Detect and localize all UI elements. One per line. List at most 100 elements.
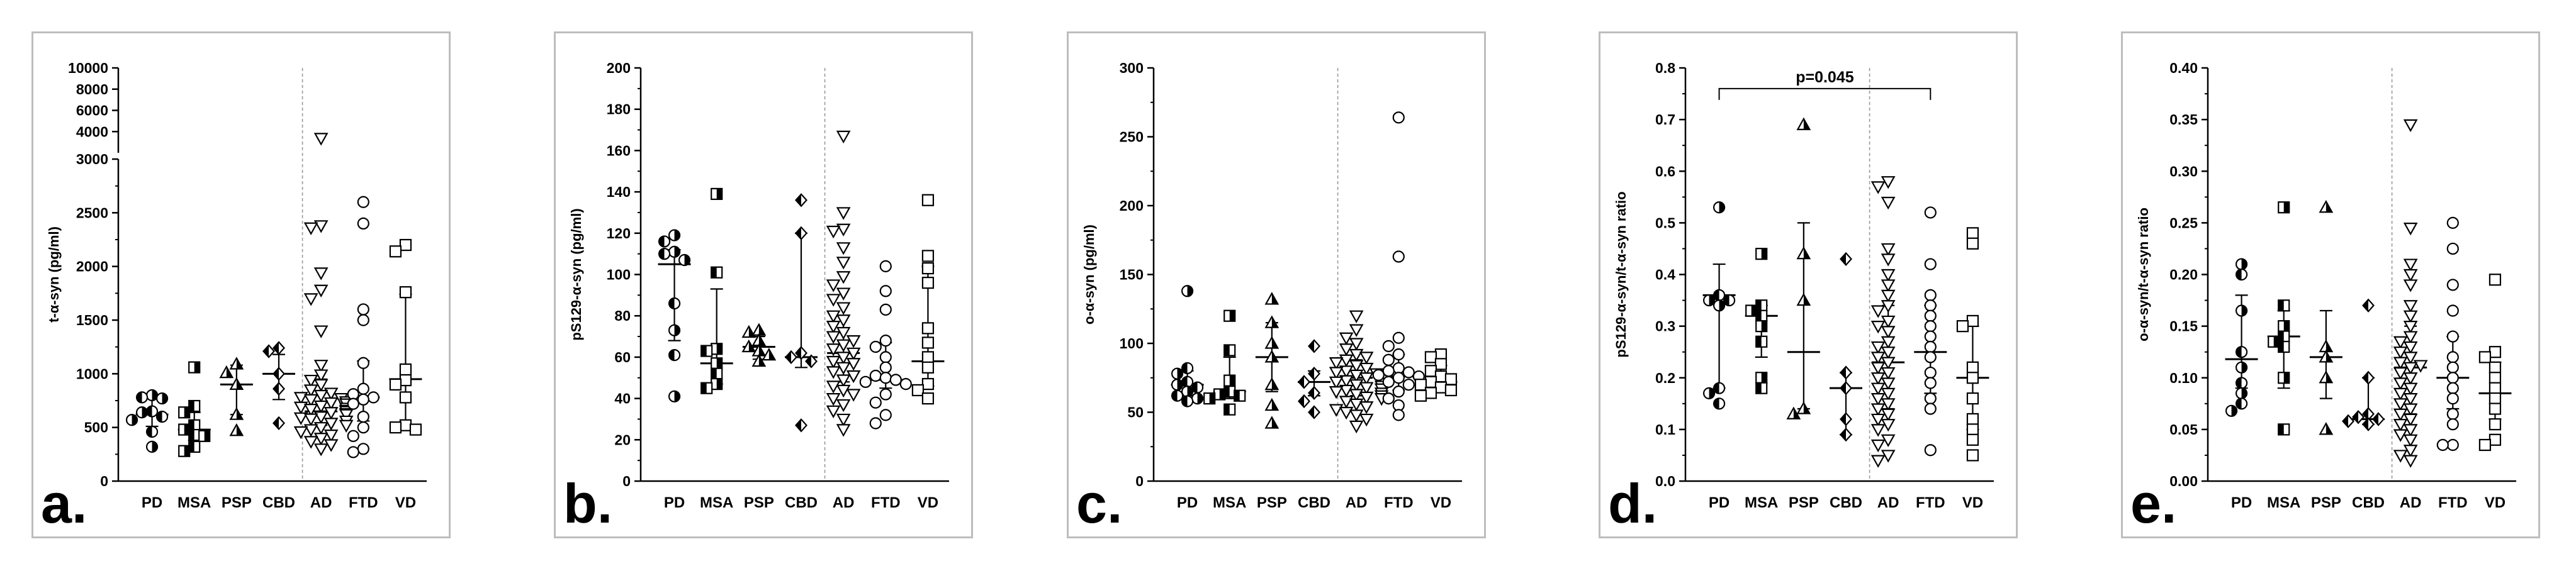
data-point [836,413,851,427]
data-point [1359,352,1374,365]
data-point [2403,393,2418,406]
x-category-label: FTD [349,494,378,511]
data-point-fill [2326,423,2332,435]
panel-b: 0 20 40 60 80 100 120 140 160 180 200 pS129-α-syn (… [554,31,973,538]
data-point [293,392,308,405]
data-point [2393,387,2408,401]
data-point [313,369,329,382]
data-point [2446,330,2459,343]
data-point [879,260,892,272]
data-point [1881,387,1896,401]
y-tick-label: 0.8 [1655,60,1675,76]
data-point-fill [1219,389,1225,400]
data-point-fill [1803,402,1810,414]
data-point [921,378,935,391]
data-point-fill [273,367,279,380]
data-point-fill [2241,305,2247,316]
chart-e: 0.00 0.05 0.10 0.15 0.20 0.25 0.30 0.35 0.40 o-α-… [2135,60,2516,511]
data-point [921,392,935,405]
data-point [869,369,882,382]
x-category-label: VD [2485,494,2506,511]
data-point [2489,433,2502,446]
data-point-fill [659,248,665,260]
data-point [1966,227,1979,240]
data-point-fill [1187,286,1193,297]
data-point [2446,418,2459,431]
data-point [2403,362,2418,375]
data-point-fill [716,358,723,369]
y-tick-label: 0.1 [1655,421,1675,438]
data-point-fill [236,378,243,389]
data-point-fill [2231,405,2237,416]
data-point-fill [184,445,190,457]
data-point [323,430,339,443]
data-point [303,424,318,437]
data-point [2393,377,2408,391]
data-point-fill [748,326,755,337]
data-point-fill [147,406,152,417]
data-point-fill [157,411,162,423]
x-category-label: MSA [700,494,733,511]
data-point [323,397,339,411]
series-FTD [347,196,380,458]
data-point [859,375,872,388]
data-point-fill [701,345,707,357]
data-point-fill [758,345,765,356]
data-point [2403,321,2418,334]
data-point-fill [1271,316,1278,328]
data-point [879,303,892,316]
series-PD [125,389,169,453]
data-point [2489,274,2502,286]
data-point [1392,111,1405,124]
y-tick-label: 300 [1120,60,1144,76]
y-tick-label: 120 [607,225,631,241]
x-category-label: AD [1346,494,1368,511]
data-point-fill [669,297,675,309]
series-PSP [1264,292,1280,429]
data-point-fill [1803,248,1810,259]
data-point [1382,392,1395,405]
data-point [826,380,841,394]
data-point [836,424,851,437]
data-point [303,374,318,388]
data-point [1392,386,1405,398]
y-tick-label: 4000 [76,123,108,140]
y-axis-label: pS129-α-syn/t-α-syn ratio [1613,191,1629,357]
y-tick-label: 2000 [76,258,108,275]
y-tick-label: 1000 [76,365,108,382]
data-point-fill [1298,395,1304,408]
data-point [846,347,861,361]
data-point [1870,403,1886,416]
series-PD [658,229,691,402]
data-point [313,133,329,146]
data-point [836,339,851,352]
data-point-fill [1840,382,1846,394]
panel-letter: c. [1076,472,1123,535]
data-point [1359,362,1374,376]
data-point-fill [1177,368,1183,379]
y-tick-label: 0.0 [1655,473,1675,489]
data-point [2403,331,2418,344]
data-point [1349,369,1364,383]
data-point [2413,360,2428,373]
y-tick-label: 500 [84,419,108,436]
series-MSA [2268,201,2290,436]
data-point [1372,369,1385,381]
y-tick-label: 20 [614,431,631,448]
data-point-fill [236,425,243,436]
data-point [836,384,851,398]
y-axis-label: pS129-α-syn (pg/ml) [568,208,584,340]
data-point [1924,351,1937,363]
data-point-fill [711,267,717,278]
data-point [2478,438,2492,452]
data-point [1924,366,1937,379]
series-AD [1329,310,1389,434]
data-point [879,388,892,401]
data-point [921,361,935,374]
x-category-label: PD [142,494,162,511]
data-point [1870,424,1886,437]
data-point [2393,398,2408,411]
data-point [1881,434,1896,448]
data-point [2403,300,2418,313]
data-point [826,366,841,379]
